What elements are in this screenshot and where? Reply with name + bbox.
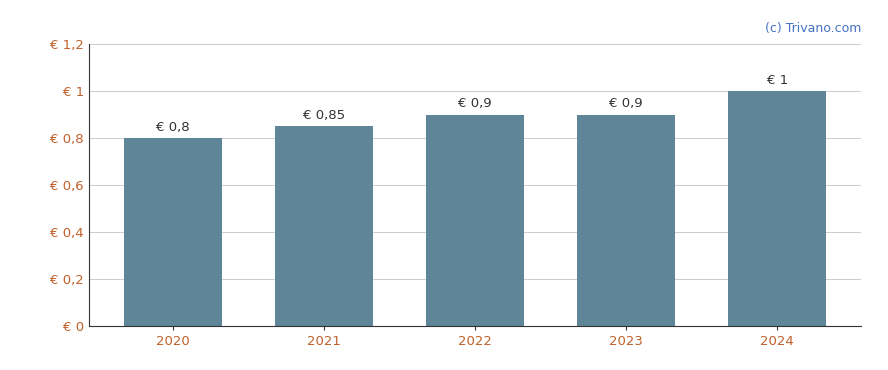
Text: (c) Trivano.com: (c) Trivano.com bbox=[765, 22, 861, 35]
Text: € 1: € 1 bbox=[766, 74, 788, 87]
Bar bbox=[577, 115, 675, 326]
Text: € 0,85: € 0,85 bbox=[303, 109, 345, 122]
Text: € 0,9: € 0,9 bbox=[609, 97, 643, 111]
Bar bbox=[728, 91, 826, 326]
Bar bbox=[124, 138, 222, 326]
Bar bbox=[426, 115, 524, 326]
Bar bbox=[275, 127, 373, 326]
Text: € 0,8: € 0,8 bbox=[156, 121, 190, 134]
Text: € 0,9: € 0,9 bbox=[458, 97, 492, 111]
